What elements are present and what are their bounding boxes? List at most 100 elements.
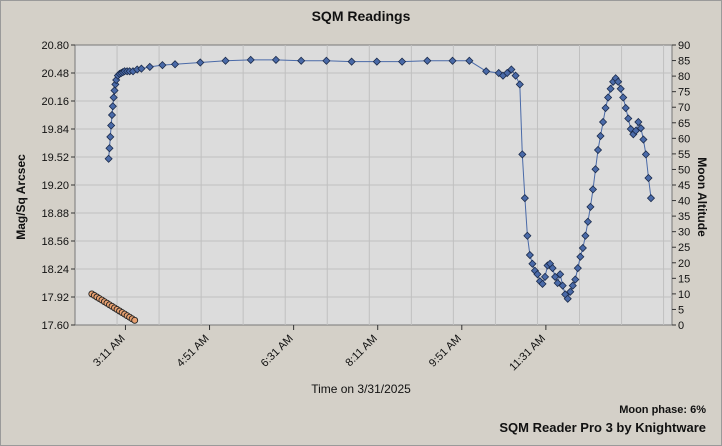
sqm-data-point [523,231,532,240]
sqm-data-point [583,217,592,226]
sqm-data-point [108,102,117,111]
sqm-data-point [576,252,585,261]
y-left-tick-label: 17.92 [41,292,69,304]
moon-phase-text: Moon phase: 6% [619,404,706,416]
sqm-data-point [110,86,119,95]
sqm-data-point [347,57,356,66]
y-right-tick-label: 0 [678,320,684,332]
sqm-data-point [196,58,205,67]
sqm-data-point [551,272,560,281]
y-right-tick-label: 60 [678,133,690,145]
sqm-data-point [566,287,575,296]
x-tick-label: 6:31 AM [259,333,296,370]
y-right-tick-label: 50 [678,164,690,176]
y-left-tick-label: 19.52 [41,152,69,164]
x-tick-label: 11:31 AM [507,333,548,374]
sqm-data-point [511,71,520,80]
y-left-tick-label: 20.48 [41,68,69,80]
sqm-data-point [634,117,643,127]
x-axis-label: Time on 3/31/2025 [311,382,411,396]
y-right-tick-label: 5 [678,304,684,316]
sqm-data-point [563,294,572,303]
y-right-tick-label: 55 [678,149,690,161]
sqm-data-point [593,145,603,155]
y-left-tick-label: 20.80 [41,40,69,52]
sqm-data-point [494,68,503,78]
sqm-data-point [525,250,534,260]
x-tick-label: 9:51 AM [427,333,464,370]
sqm-data-point [573,264,582,273]
sqm-data-point [107,121,116,130]
moon-data-point [131,316,139,324]
credit-text: SQM Reader Pro 3 by Knightware [499,420,706,435]
sqm-data-point [111,80,120,89]
sqm-data-point [588,185,598,194]
sqm-data-point [297,56,306,65]
y-right-tick-label: 10 [678,289,690,301]
sqm-data-point [145,62,154,71]
sqm-data-point [586,202,595,211]
sqm-data-point [619,93,628,102]
y-left-tick-label: 19.84 [41,124,69,136]
sqm-data-point [626,124,635,134]
sqm-data-point [571,275,580,284]
x-tick-label: 8:11 AM [343,333,379,369]
y-left-tick-label: 18.24 [41,264,69,276]
sqm-data-point [596,131,605,141]
sqm-data-point [518,150,527,159]
sqm-data-point [528,259,537,268]
sqm-data-point [540,272,550,281]
y-right-tick-label: 45 [678,180,690,192]
sqm-data-point [614,77,623,86]
sqm-data-point [398,57,407,66]
y-left-tick-label: 20.16 [41,96,69,108]
sqm-data-point [606,84,615,93]
sqm-data-point [482,67,491,76]
y-right-tick-label: 90 [678,40,690,52]
y-right-tick-label: 20 [678,258,690,270]
sqm-data-point [578,243,587,253]
sqm-data-point [568,281,577,290]
sqm-data-point [322,56,331,65]
sqm-data-point [644,173,653,183]
sqm-data-point [581,231,590,240]
sqm-data-point [221,56,230,65]
sqm-data-point [137,64,146,73]
sqm-data-point [631,126,640,135]
sqm-data-point [598,117,608,127]
x-tick-label: 3:11 AM [91,333,127,369]
sqm-data-point [107,110,117,120]
sqm-data-point [538,279,547,288]
sqm-data-point [639,135,648,144]
y-right-tick-label: 70 [678,102,690,114]
sqm-data-point [372,57,381,66]
y-left-tick-label: 18.56 [41,236,69,248]
sqm-data-point [558,281,567,290]
y-left-tick-label: 18.88 [41,208,69,220]
sqm-data-point [465,56,474,65]
sqm-data-point [624,114,633,123]
sqm-data-point [616,84,625,93]
y-right-tick-label: 85 [678,56,690,68]
sqm-data-point [604,93,613,102]
sqm-data-point [503,68,512,78]
y-right-tick-label: 65 [678,118,690,130]
sqm-data-point [556,270,565,279]
sqm-data-point [271,55,281,64]
sqm-data-point [448,56,457,65]
sqm-data-point [621,103,630,113]
y-right-tick-label: 25 [678,242,690,254]
sqm-data-point [507,65,516,74]
sqm-data-point [106,132,115,141]
sqm-data-point [515,80,524,89]
sqm-data-point [601,103,610,113]
sqm-data-point [641,150,650,159]
y-right-tick-label: 40 [678,196,690,208]
sqm-data-point [636,124,645,133]
y-right-tick-label: 35 [678,211,690,223]
y-left-tick-label: 17.60 [41,320,69,332]
sqm-data-point [158,61,167,70]
sqm-data-point [533,270,542,279]
sqm-data-point [591,165,600,174]
